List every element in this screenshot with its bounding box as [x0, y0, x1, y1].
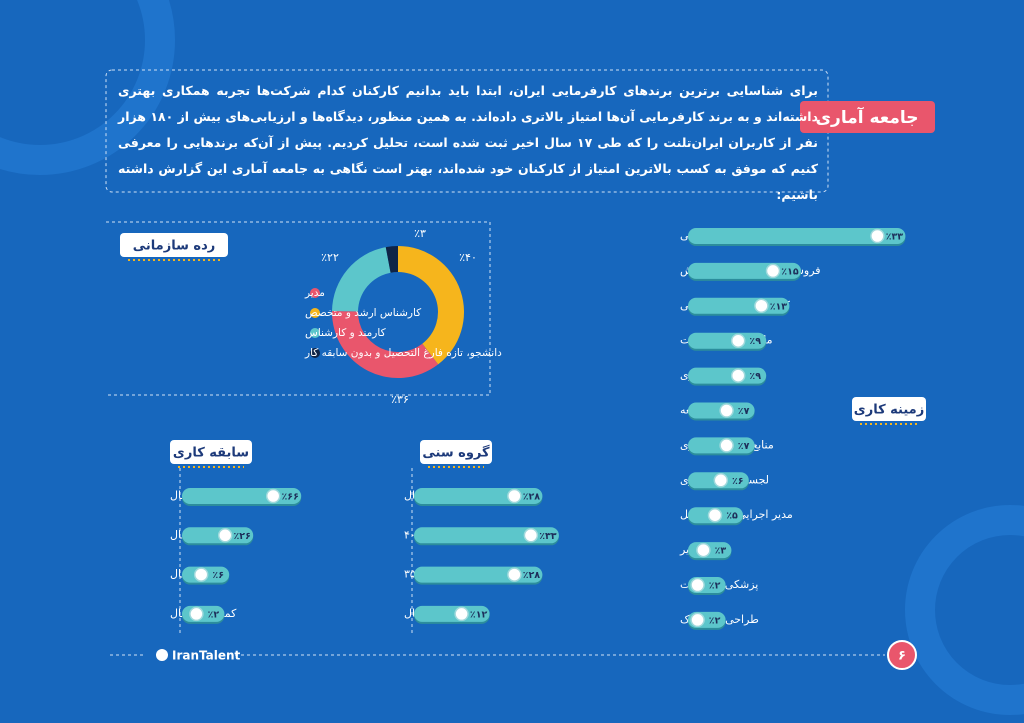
- donut-segment: [332, 247, 391, 312]
- logo-icon: [156, 649, 168, 661]
- bar: [688, 367, 767, 384]
- bar-knob: [730, 368, 746, 383]
- bar-knob: [719, 403, 734, 418]
- donut-segment: [332, 310, 439, 379]
- value-label: ٪۲۸: [523, 492, 541, 503]
- bar-knob: [690, 577, 705, 593]
- bar-knob: [870, 228, 885, 244]
- title-tag: [800, 101, 935, 133]
- value-label: ٪۵: [726, 511, 738, 522]
- decor: [905, 505, 1024, 715]
- value-label: ٪۱۳: [770, 301, 788, 312]
- bar-knob: [189, 606, 204, 622]
- bar: [688, 332, 767, 349]
- value-label: ٪۷: [738, 406, 750, 417]
- donut-segment: [385, 246, 398, 273]
- logo: IranTalent: [172, 649, 241, 663]
- legend-swatch: [310, 328, 320, 338]
- chart-title: زمینه کاری: [854, 403, 924, 418]
- bar-knob: [265, 488, 281, 504]
- page-number-badge: [887, 640, 917, 670]
- legend-label: کارشناس ارشد و متخصص: [305, 307, 421, 319]
- value-label: ٪۳۳: [886, 232, 904, 243]
- value-label: ٪۲۲: [321, 251, 339, 264]
- value-label: ٪۶۶: [281, 492, 298, 503]
- bar-knob: [754, 298, 769, 314]
- page-number: ۶: [898, 649, 906, 664]
- chart-title: گروه سنی: [422, 445, 490, 461]
- value-label: ٪۲۸: [523, 570, 541, 581]
- legend-swatch: [310, 308, 320, 318]
- donut-segment: [398, 246, 465, 365]
- bar-knob: [696, 542, 711, 558]
- value-label: ٪۶: [212, 570, 224, 581]
- donut-frame: [106, 221, 491, 396]
- bar: [414, 527, 559, 544]
- chart-title: سابقه کاری: [173, 446, 249, 461]
- value-label: ٪۳: [414, 227, 426, 240]
- value-label: ٪۹: [749, 336, 761, 347]
- legend-swatch: [310, 288, 320, 298]
- value-label: ٪۳۶: [391, 393, 409, 406]
- decor: [0, 0, 175, 175]
- bar-knob: [719, 438, 734, 453]
- bar-knob: [507, 488, 522, 504]
- bar: [688, 228, 906, 244]
- chart-tag: [420, 440, 492, 464]
- page-title: جامعه آماری: [815, 106, 918, 128]
- legend-swatch: [310, 348, 320, 358]
- value-label: ٪۳: [715, 546, 727, 557]
- bar-knob: [713, 473, 729, 488]
- bar-knob: [730, 333, 746, 348]
- bar-knob: [523, 528, 539, 543]
- bar: [414, 605, 490, 622]
- bar-knob: [707, 507, 723, 523]
- value-label: ٪۹: [749, 371, 761, 382]
- bar-knob: [217, 528, 233, 543]
- chart-title: رده سازمانی: [133, 239, 215, 254]
- bar-knob: [454, 606, 469, 622]
- value-label: ٪۲: [709, 581, 721, 592]
- value-label: ٪۱۲: [470, 609, 488, 620]
- legend-label: مدیر: [304, 287, 325, 299]
- value-label: ٪۴۰: [459, 251, 477, 264]
- value-label: ٪۲: [208, 609, 220, 620]
- bar-knob: [507, 567, 522, 582]
- value-label: ٪۲۶: [233, 531, 250, 542]
- chart-tag: [120, 233, 228, 257]
- value-label: ٪۷: [738, 441, 750, 452]
- bar: [182, 527, 254, 544]
- intro-text: برای شناسایی برترین برندهای کارفرمایی ای…: [118, 83, 818, 202]
- legend-label: کارمند و کارشناس: [305, 327, 386, 339]
- bar-knob: [765, 263, 781, 279]
- value-label: ٪۳۳: [539, 531, 557, 542]
- bar-knob: [690, 612, 705, 628]
- value-label: ٪۶: [732, 476, 744, 487]
- value-label: ٪۱۵: [781, 266, 799, 277]
- value-label: ٪۲: [709, 615, 721, 626]
- chart-tag: [170, 440, 252, 464]
- legend-label: دانشجو، تازه فارغ التحصیل و بدون سابقه ک…: [304, 347, 502, 359]
- chart-tag: [852, 397, 926, 421]
- bar-knob: [193, 567, 209, 582]
